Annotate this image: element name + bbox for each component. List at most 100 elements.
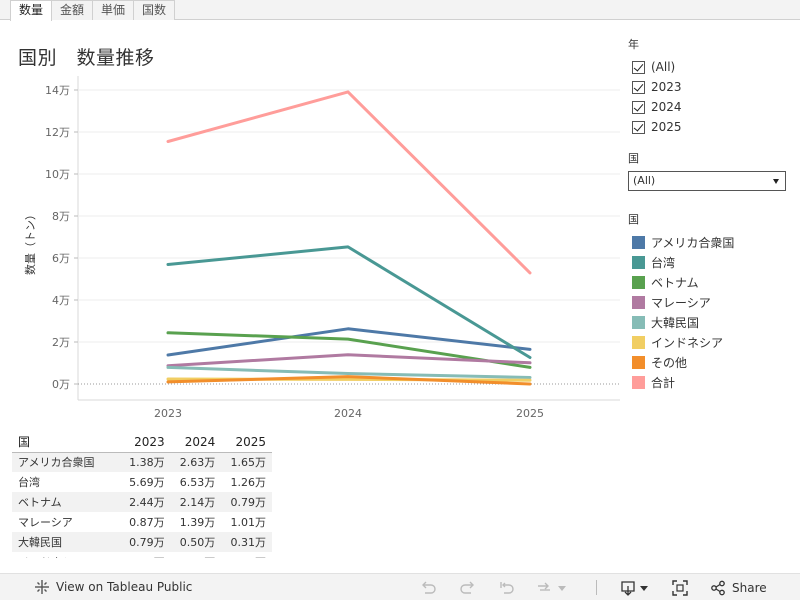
table-header-cell: 2024	[170, 432, 222, 453]
legend-title: 国	[628, 213, 639, 226]
refresh-button[interactable]	[536, 579, 566, 597]
year-filter-title: 年	[628, 38, 639, 51]
legend-label: その他	[651, 355, 688, 370]
revert-icon	[500, 582, 514, 594]
download-icon	[621, 581, 635, 596]
legend-swatch	[632, 235, 645, 249]
year-filter-options: (All) 2023 2024 2025	[628, 57, 793, 137]
legend-label: 大韓民国	[651, 315, 700, 330]
y-tick-label: 4万	[52, 294, 70, 307]
series-line-4[interactable]	[166, 365, 532, 379]
year-filter-option-label: 2024	[651, 100, 682, 114]
bottom-toolbar: View on Tableau Public Share	[0, 573, 800, 600]
share-button[interactable]: Share	[710, 579, 767, 597]
country-filter-title: 国	[628, 152, 639, 165]
tab-3[interactable]: 国数	[134, 0, 176, 20]
fullscreen-button[interactable]	[672, 579, 688, 597]
series-line-0[interactable]	[166, 327, 532, 357]
table-row: アメリカ合衆国 1.38万 2.63万 1.65万	[12, 452, 272, 472]
table-cell: 0.22万	[171, 552, 222, 558]
y-tick-label: 2万	[52, 336, 70, 349]
tab-2[interactable]: 単価	[93, 0, 135, 20]
legend-label: 台湾	[651, 255, 676, 270]
table-cell: 0.18万	[221, 552, 272, 558]
table-cell: インドネシア	[12, 552, 120, 558]
redo-icon	[460, 581, 474, 594]
country-dropdown-value: (All)	[633, 174, 656, 187]
filter-panel: 年 (All) 2023 2024 2025 国 (All) 国 アメリカ合衆国 台湾ベ…	[628, 36, 793, 392]
revert-button[interactable]	[498, 579, 514, 597]
table-header-cell: 2023	[119, 432, 171, 453]
view-on-tableau-link[interactable]: View on Tableau Public	[34, 579, 192, 595]
x-tick-label: 2024	[334, 407, 362, 420]
redo-button[interactable]	[460, 579, 476, 597]
table-cell: 0.50万	[170, 532, 222, 552]
year-filter-option-label: (All)	[651, 60, 676, 74]
legend-item[interactable]: ベトナム	[628, 272, 793, 292]
year-filter-option[interactable]: 2024	[628, 97, 793, 117]
legend-swatch	[632, 335, 645, 349]
series-line-1[interactable]	[166, 245, 532, 359]
legend-swatch	[632, 315, 645, 329]
table-header-row: 国 2023 2024 2025	[12, 432, 272, 453]
tab-0[interactable]: 数量	[10, 0, 53, 21]
toolbar-divider	[596, 580, 597, 595]
table-cell: 1.26万	[230, 476, 267, 489]
country-dropdown[interactable]: (All)	[628, 171, 786, 191]
download-button[interactable]	[620, 579, 648, 597]
view-on-tableau-label: View on Tableau Public	[56, 580, 193, 594]
year-filter-option[interactable]: (All)	[628, 57, 793, 77]
line-chart: 0万 2万 4万 6万 8万 10万 12万 14万 2023 2024 2025 数量（トン）	[24, 76, 620, 420]
series-line-7[interactable]	[166, 90, 532, 275]
legend-item[interactable]: 大韓民国	[628, 312, 793, 332]
legend-item[interactable]: 合計	[628, 372, 793, 392]
legend-label: 合計	[651, 375, 676, 390]
table-cell: 0.24万	[120, 552, 171, 558]
checkbox-checked-icon[interactable]	[632, 100, 645, 114]
table-cell: 大韓民国	[12, 532, 120, 552]
page-title: 国別 数量推移	[18, 47, 155, 69]
legend-item[interactable]: マレーシア	[628, 292, 793, 312]
data-table: 国 2023 2024 2025 アメリカ合衆国 1.38万 2.63万 1.65万 台湾 5.…	[12, 432, 274, 558]
table-cell: 1.65万	[221, 452, 272, 472]
series-line-3[interactable]	[166, 353, 532, 368]
series-line-6[interactable]	[166, 375, 532, 386]
table-cell: マレーシア	[18, 516, 73, 529]
table-cell: 1.38万	[119, 452, 171, 472]
chevron-down-icon	[558, 586, 566, 591]
series-line-2[interactable]	[166, 331, 532, 369]
year-filter-option[interactable]: 2023	[628, 77, 793, 97]
checkbox-checked-icon[interactable]	[632, 80, 645, 94]
table-row: 台湾 5.69万 6.53万 1.26万	[12, 472, 272, 492]
legend-swatch	[632, 275, 645, 289]
legend-item[interactable]: その他	[628, 352, 793, 372]
legend-item[interactable]: インドネシア	[628, 332, 793, 352]
legend-swatch	[632, 355, 645, 369]
checkbox-checked-icon[interactable]	[632, 60, 645, 74]
x-tick-label: 2025	[516, 407, 544, 420]
legend-swatch	[632, 375, 645, 389]
share-label: Share	[732, 581, 767, 595]
y-tick-label: 8万	[52, 210, 70, 223]
table-cell: 2.14万	[170, 492, 222, 512]
table-header-cell: 2025	[221, 432, 272, 453]
checkbox-checked-icon[interactable]	[632, 120, 645, 134]
legend-label: インドネシア	[651, 335, 724, 350]
legend-item[interactable]: アメリカ合衆国	[628, 232, 793, 252]
legend-item[interactable]: 台湾	[628, 252, 793, 272]
legend-label: マレーシア	[651, 295, 711, 310]
table-cell: 台湾	[18, 476, 40, 489]
color-legend: アメリカ合衆国 台湾ベトナムマレーシア大韓民国インドネシア その他合計	[628, 232, 793, 392]
legend-label: アメリカ合衆国	[651, 235, 735, 250]
y-tick-label: 12万	[45, 126, 70, 139]
table-cell: 0.87万	[129, 516, 165, 529]
table-row: ベトナム 2.44万 2.14万 0.79万	[12, 492, 272, 512]
y-tick-label: 0万	[52, 378, 70, 391]
year-filter-option[interactable]: 2025	[628, 117, 793, 137]
table-cell: 1.39万	[179, 516, 216, 529]
tab-1[interactable]: 金額	[52, 0, 94, 20]
undo-button[interactable]	[420, 579, 436, 597]
table-header-cell: 国	[12, 432, 120, 453]
table-cell: ベトナム	[12, 492, 120, 512]
y-tick-label: 14万	[45, 84, 70, 97]
